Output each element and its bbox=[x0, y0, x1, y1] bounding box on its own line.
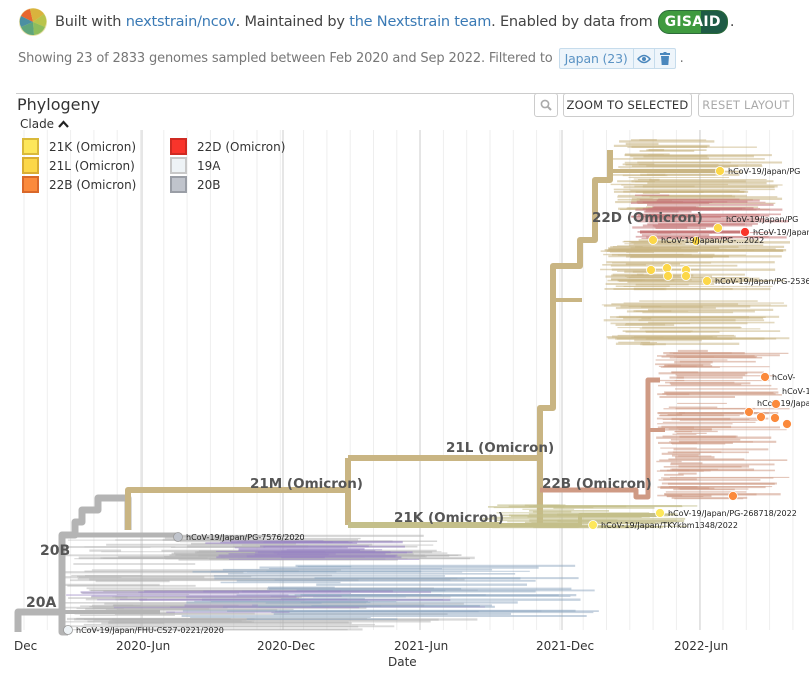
branch-21L-trunk bbox=[537, 150, 613, 490]
tip-label: hCoV-19/Japan/PG-268718/2022 bbox=[668, 509, 797, 518]
legend-label: 22B (Omicron) bbox=[49, 177, 137, 192]
tip-label: hCoV-19/Japan/PG bbox=[728, 167, 800, 176]
branch-label: 21K (Omicron) bbox=[394, 510, 504, 526]
zoom-to-selected-button[interactable]: ZOOM TO SELECTED bbox=[563, 93, 692, 117]
trash-icon[interactable] bbox=[653, 49, 675, 68]
axis-title: Date bbox=[388, 655, 417, 669]
panel-divider bbox=[16, 93, 793, 94]
tip-dot bbox=[691, 236, 701, 246]
legend-item[interactable]: 20B bbox=[170, 176, 221, 193]
tip-dot bbox=[648, 235, 658, 245]
branch-label: 22B (Omicron) bbox=[542, 476, 652, 492]
legend-swatch bbox=[22, 157, 39, 174]
tip-label: hCoV-19/Japan bbox=[782, 387, 809, 396]
branch-label: 20A bbox=[26, 595, 56, 611]
tip-dot bbox=[646, 265, 656, 275]
branch-label: 20B bbox=[40, 543, 70, 559]
tip-dot bbox=[588, 520, 598, 530]
tip-label: hCoV-19/Japan/PG-2536 bbox=[715, 277, 809, 286]
tip-dot bbox=[681, 271, 691, 281]
branch-label: 21L (Omicron) bbox=[446, 440, 554, 456]
tip-dot bbox=[771, 399, 781, 409]
build-link[interactable]: nextstrain/ncov bbox=[125, 14, 236, 30]
maintainer-link[interactable]: the Nextstrain team bbox=[349, 14, 492, 30]
enabled-by-text: . Enabled by data from bbox=[491, 14, 653, 30]
tip-dot bbox=[702, 276, 712, 286]
legend-item[interactable]: 21K (Omicron) bbox=[22, 138, 136, 155]
legend-label: 21K (Omicron) bbox=[49, 139, 136, 154]
legend-label: 19A bbox=[197, 158, 221, 173]
panel-title: Phylogeny bbox=[17, 95, 101, 114]
legend-item[interactable]: 21L (Omicron) bbox=[22, 157, 135, 174]
tip-label: hCoV-19/Japan/PG-...2022 bbox=[661, 236, 764, 245]
tip-dot bbox=[760, 372, 770, 382]
tip-dot bbox=[740, 227, 750, 237]
tip-dot bbox=[173, 532, 183, 542]
built-with-text: Built with bbox=[55, 14, 122, 30]
tip-label: hCoV-19/Japan bbox=[757, 399, 809, 408]
tip-label: hCoV-19/Japan/PG bbox=[726, 215, 798, 224]
branch-label: 21M (Omicron) bbox=[250, 476, 363, 492]
tip-dot bbox=[744, 407, 754, 417]
tip-dot bbox=[663, 271, 673, 281]
legend-swatch bbox=[170, 138, 187, 155]
legend-label: 20B bbox=[197, 177, 221, 192]
filter-chip-japan[interactable]: Japan (23) bbox=[558, 48, 676, 69]
legend-swatch bbox=[22, 138, 39, 155]
magnifier-icon bbox=[540, 99, 552, 111]
legend-item[interactable]: 22B (Omicron) bbox=[22, 176, 136, 193]
summary-period: . bbox=[679, 51, 684, 66]
axis-tick-label: 2021-Dec bbox=[536, 639, 595, 653]
branch-20B bbox=[58, 494, 132, 612]
tip-label: hCoV-19/Japan/PG-7576/2020 bbox=[186, 533, 305, 542]
chevron-up-icon[interactable] bbox=[58, 120, 69, 128]
legend-label: 22D (Omicron) bbox=[197, 139, 286, 154]
tip-label: hCoV-19/Japan/TKYkbm1348/2022 bbox=[601, 521, 738, 530]
tip-dot bbox=[63, 625, 73, 635]
maintained-by-text: . Maintained by bbox=[235, 14, 345, 30]
zoom-in-button[interactable] bbox=[534, 93, 558, 117]
tip-dot bbox=[713, 223, 723, 233]
branch-root bbox=[14, 608, 68, 636]
branch-21L-mid bbox=[551, 298, 582, 408]
tip-dot bbox=[770, 413, 780, 423]
filter-chip-label[interactable]: Japan (23) bbox=[560, 49, 634, 68]
legend-label: 21L (Omicron) bbox=[49, 158, 135, 173]
header-period: . bbox=[729, 14, 735, 30]
attribution-line: Built with nextstrain/ncov. Maintained b… bbox=[18, 8, 734, 36]
legend-swatch bbox=[22, 176, 39, 193]
legend-toggle[interactable]: Clade bbox=[20, 117, 69, 131]
axis-tick-label: 2022-Jun bbox=[674, 639, 729, 653]
tip-dot bbox=[662, 263, 672, 273]
tip-label: hCoV-19/Japan/FHU-CS27-0221/2020 bbox=[76, 626, 224, 635]
branch-21K-tip bbox=[500, 513, 660, 527]
eye-icon[interactable] bbox=[634, 49, 654, 68]
legend-item[interactable]: 19A bbox=[170, 157, 220, 174]
axis-tick-label: Dec bbox=[14, 639, 38, 653]
legend-item[interactable]: 22D (Omicron) bbox=[170, 138, 285, 155]
tip-dot bbox=[715, 166, 725, 176]
tip-dot bbox=[728, 491, 738, 501]
branch-22B bbox=[540, 377, 660, 500]
axis-tick-label: 2021-Jun bbox=[394, 639, 449, 653]
tip-label: hCoV- bbox=[772, 373, 796, 382]
legend-swatch bbox=[170, 157, 187, 174]
color-by-label: Clade bbox=[20, 117, 55, 131]
branch-label: 22D (Omicron) bbox=[592, 210, 703, 226]
tip-dot bbox=[756, 412, 766, 422]
summary-text: Showing 23 of 2833 genomes sampled betwe… bbox=[18, 51, 553, 66]
tip-dot bbox=[782, 419, 792, 429]
axis-tick-label: 2020-Jun bbox=[116, 639, 171, 653]
tip-label: hCoV-19/Japan/... bbox=[753, 228, 809, 237]
reset-layout-button[interactable]: RESET LAYOUT bbox=[698, 93, 794, 117]
filter-summary: Showing 23 of 2833 genomes sampled betwe… bbox=[18, 48, 684, 69]
gisaid-badge[interactable]: GISAID bbox=[657, 10, 728, 34]
tip-dot bbox=[655, 508, 665, 518]
nextstrain-logo-icon bbox=[19, 8, 47, 36]
branch-21M bbox=[125, 487, 351, 530]
axis-tick-label: 2020-Dec bbox=[257, 639, 316, 653]
legend-swatch bbox=[170, 176, 187, 193]
